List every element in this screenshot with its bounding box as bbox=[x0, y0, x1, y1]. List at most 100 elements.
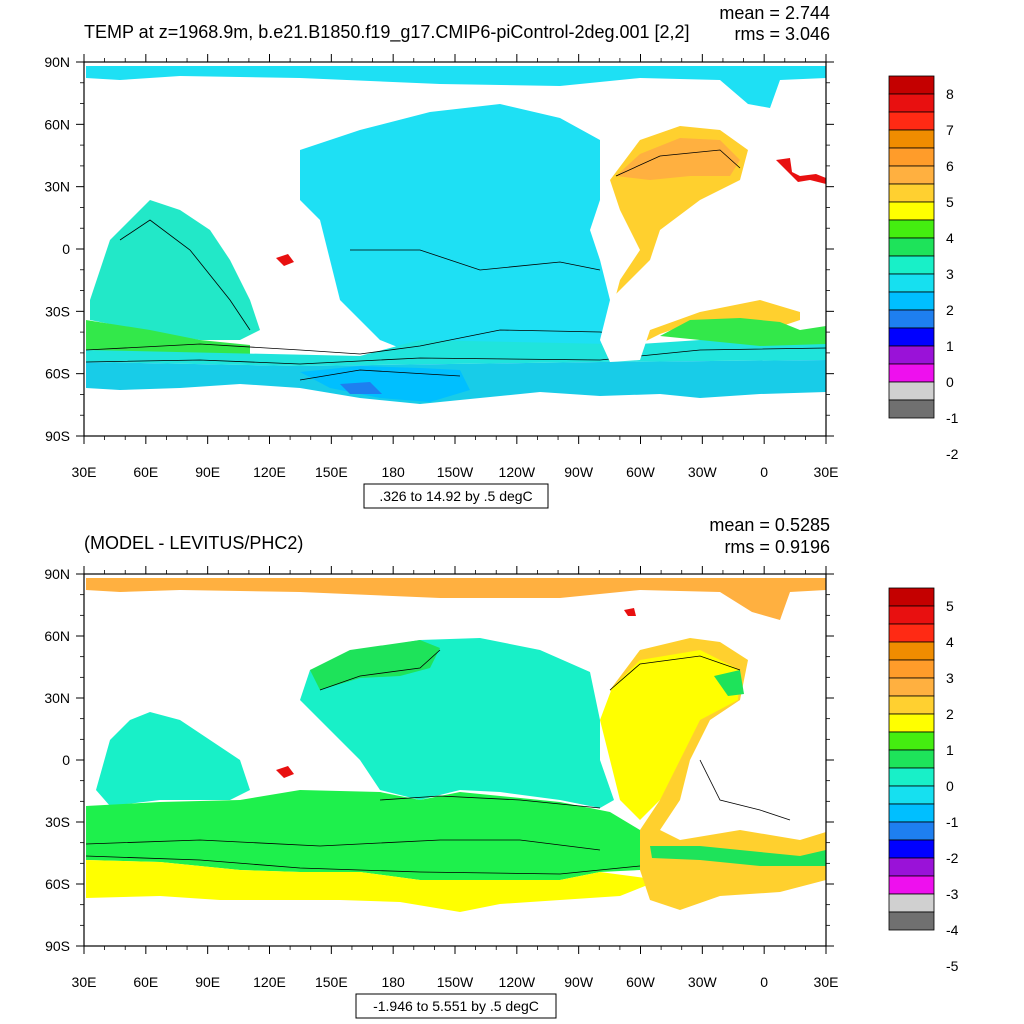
bottom-rms-text: rms = 0.9196 bbox=[724, 537, 830, 557]
top-colorbar-label: 8 bbox=[946, 86, 954, 102]
top-colorbar-box bbox=[888, 399, 935, 419]
bottom-colorbar-box bbox=[888, 785, 935, 805]
top-colorbar-box bbox=[888, 291, 935, 311]
top-map-field bbox=[86, 66, 826, 404]
top-colorbar-box bbox=[888, 273, 935, 293]
top-x-label: 120E bbox=[253, 464, 286, 480]
bottom-x-label: 30E bbox=[814, 974, 839, 990]
top-x-label: 30W bbox=[688, 464, 718, 480]
top-colorbar-box bbox=[888, 219, 935, 239]
bottom-axis-ticks: 30E 60E 90E 120E 150E 180 150W 120W 90W 60W 30W 0 30… bbox=[44, 566, 838, 990]
top-y-label: 0 bbox=[62, 241, 70, 257]
bottom-x-label: 150E bbox=[315, 974, 348, 990]
top-colorbar-box bbox=[888, 93, 935, 113]
bottom-indonesia-red-spot bbox=[276, 766, 294, 778]
bottom-colorbar-label: -2 bbox=[946, 850, 959, 866]
bottom-colorbar-box bbox=[888, 695, 935, 715]
top-colorbar-box bbox=[888, 183, 935, 203]
bottom-contour-line bbox=[319, 649, 441, 691]
bottom-colorbar-box bbox=[888, 587, 935, 607]
top-y-label: 90N bbox=[44, 54, 70, 70]
bottom-north-atlantic bbox=[600, 650, 740, 820]
top-colorbar-box bbox=[888, 165, 935, 185]
top-land-masks bbox=[600, 196, 826, 362]
top-contour-info-box bbox=[363, 483, 549, 509]
top-title: TEMP at z=1968.9m, b.e21.B1850.f19_g17.C… bbox=[84, 22, 690, 43]
bottom-x-label: 90W bbox=[564, 974, 594, 990]
top-contour-line bbox=[350, 249, 601, 271]
top-mean-text: mean = 2.744 bbox=[719, 3, 830, 23]
top-colorbar-box bbox=[888, 129, 935, 149]
top-med-red-spot bbox=[776, 158, 826, 184]
top-axis-ticks: 30E 60E 90E 120E 150E 180 150W 120W 90W 60W 30W 0 30… bbox=[44, 54, 838, 480]
bottom-colorbar-box bbox=[888, 641, 935, 661]
bottom-panel: 30E 60E 90E 120E 150E 180 150W 120W 90W 60W 30W 0 30… bbox=[44, 515, 959, 1019]
bottom-colorbar-box bbox=[888, 713, 935, 733]
top-colorbar-box bbox=[888, 237, 935, 257]
top-y-label: 60N bbox=[44, 116, 70, 132]
bottom-pacific-ocean bbox=[300, 638, 614, 808]
top-atlantic-ocean bbox=[610, 126, 800, 342]
bottom-colorbar-label: 2 bbox=[946, 706, 954, 722]
bottom-colorbar-box bbox=[888, 623, 935, 643]
top-y-label: 30S bbox=[45, 303, 70, 319]
bottom-colorbar-label: 4 bbox=[946, 634, 954, 650]
top-y-label: 60S bbox=[45, 366, 70, 382]
bottom-colorbar-label: -3 bbox=[946, 886, 959, 902]
top-x-label: 120W bbox=[499, 464, 536, 480]
top-indonesia-red-spot bbox=[276, 254, 294, 266]
top-land-south-america bbox=[600, 260, 660, 362]
bottom-colorbar: 5 4 3 2 1 0 -1 -2 -3 -4 -5 bbox=[888, 587, 959, 974]
bottom-x-label: 30E bbox=[72, 974, 97, 990]
top-colorbar-box bbox=[888, 255, 935, 275]
bottom-colorbar-box bbox=[888, 677, 935, 697]
bottom-colorbar-box bbox=[888, 911, 935, 931]
top-north-atlantic bbox=[616, 138, 740, 180]
top-contour-line bbox=[119, 219, 251, 331]
bottom-indian-ocean bbox=[96, 712, 250, 806]
top-colorbar-label: 4 bbox=[946, 230, 954, 246]
bottom-contour-info-box bbox=[355, 993, 557, 1019]
bottom-x-label: 60W bbox=[626, 974, 656, 990]
top-x-label: 60E bbox=[133, 464, 158, 480]
bottom-y-label: 60N bbox=[44, 628, 70, 644]
top-colorbar-box bbox=[888, 147, 935, 167]
bottom-arctic-red-spot bbox=[624, 608, 636, 616]
bottom-y-label: 0 bbox=[62, 752, 70, 768]
top-y-label: 30N bbox=[44, 179, 70, 195]
bottom-colorbar-box bbox=[888, 731, 935, 751]
top-x-label: 30E bbox=[72, 464, 97, 480]
top-colorbar-box bbox=[888, 309, 935, 329]
top-colorbar-box bbox=[888, 327, 935, 347]
top-deep-blue-patch bbox=[300, 366, 470, 402]
bottom-colorbar-label: 5 bbox=[946, 598, 954, 614]
bottom-x-label: 120E bbox=[253, 974, 286, 990]
top-colorbar-box bbox=[888, 345, 935, 365]
bottom-colorbar-box bbox=[888, 893, 935, 913]
bottom-y-label: 30S bbox=[45, 814, 70, 830]
bottom-yellow-band bbox=[86, 860, 660, 912]
top-contour-line bbox=[85, 347, 826, 365]
top-colorbar-box bbox=[888, 363, 935, 383]
top-colorbar-label: 1 bbox=[946, 338, 954, 354]
top-rms-text: rms = 3.046 bbox=[734, 24, 830, 44]
top-colorbar-label: 5 bbox=[946, 194, 954, 210]
bottom-x-label: 150W bbox=[437, 974, 474, 990]
top-colorbar-label: 0 bbox=[946, 374, 954, 390]
bottom-colorbar-box bbox=[888, 875, 935, 895]
bottom-contour-info: -1.946 to 5.551 by .5 degC bbox=[373, 998, 539, 1014]
bottom-colorbar-label: 1 bbox=[946, 742, 954, 758]
bottom-x-label: 120W bbox=[499, 974, 536, 990]
top-colorbar-label: 3 bbox=[946, 266, 954, 282]
top-x-label: 180 bbox=[381, 464, 405, 480]
bottom-colorbar-box bbox=[888, 803, 935, 823]
top-x-label: 0 bbox=[760, 464, 768, 480]
bottom-colorbar-box bbox=[888, 659, 935, 679]
bottom-y-label: 90N bbox=[44, 566, 70, 582]
bottom-colorbar-label: -4 bbox=[946, 922, 959, 938]
bottom-colorbar-label: 3 bbox=[946, 670, 954, 686]
bottom-x-label: 180 bbox=[381, 974, 405, 990]
top-land-africa bbox=[760, 196, 826, 310]
bottom-contours bbox=[85, 649, 791, 875]
